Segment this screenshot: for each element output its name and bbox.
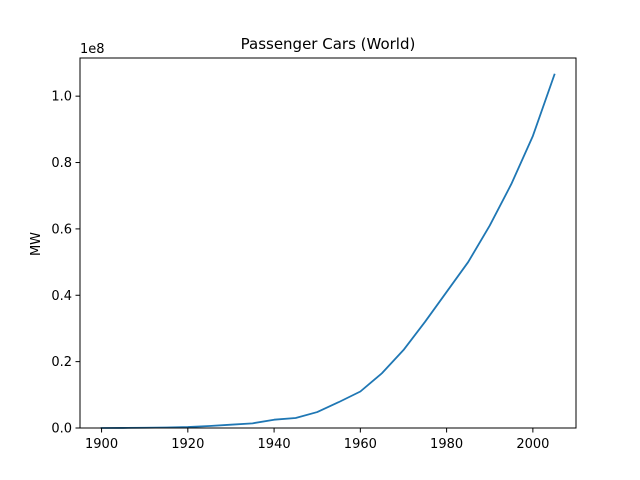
y-tick-label: 0.2: [51, 355, 72, 370]
y-axis-offset-label: 1e8: [80, 42, 105, 57]
x-tick-label: 1980: [430, 437, 463, 452]
y-axis-label: MW: [29, 232, 44, 256]
y-tick-label: 0.4: [51, 289, 72, 304]
y-tick-label: 0.0: [51, 422, 72, 437]
x-tick-label: 1940: [258, 437, 291, 452]
x-tick-label: 1920: [171, 437, 204, 452]
y-tick-label: 0.6: [51, 222, 72, 237]
x-tick-label: 2000: [516, 437, 549, 452]
series-line-0: [100, 73, 556, 429]
y-tick-label: 1.0: [51, 90, 72, 105]
y-tick-label: 0.8: [51, 156, 72, 171]
x-tick-label: 1960: [344, 437, 377, 452]
chart-title: Passenger Cars (World): [241, 35, 416, 53]
axes-frame: [79, 57, 577, 429]
plot-area: 1900 1920 1940 1960 1980 2000 0.0 0.2 0.4 0.6 0.8 1…: [51, 57, 577, 452]
x-tick-label: 1900: [85, 437, 118, 452]
